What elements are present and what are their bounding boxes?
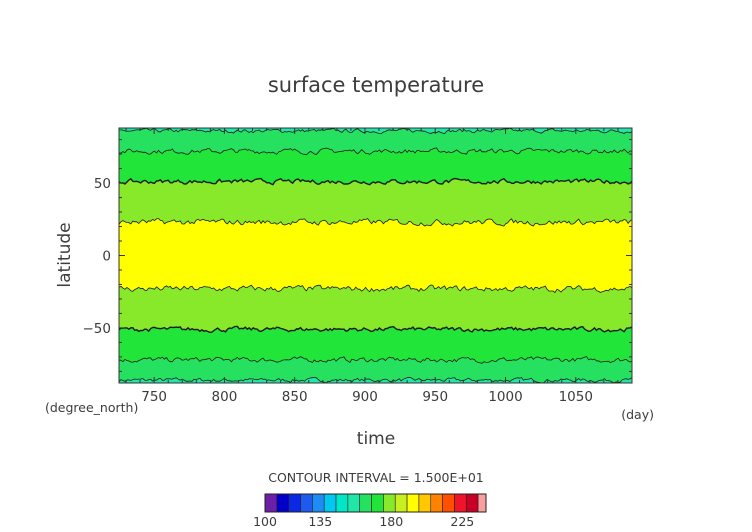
x-tick-label: 900: [352, 389, 378, 405]
colorbar-tick-labels: 100 135 180 225: [253, 514, 474, 529]
colorbar-swatch: [465, 493, 479, 513]
colorbar-swatch: [359, 493, 372, 513]
colorbar-swatch: [288, 493, 301, 513]
colorbar-swatch: [394, 493, 408, 513]
colorbar-tick-label: 225: [450, 514, 474, 529]
y-axis-ticks: −50 0 50: [83, 139, 632, 372]
colorbar-swatch: [406, 493, 420, 513]
x-tick-label: 1000: [488, 389, 522, 405]
colorbar-swatch: [442, 493, 455, 513]
x-tick-label: 950: [422, 389, 448, 405]
colorbar-swatch: [454, 493, 467, 513]
contour-210-south: [119, 284, 632, 294]
colorbar-swatch: [371, 493, 384, 513]
colorbar-tick-label: 180: [379, 514, 403, 529]
x-tick-label: 800: [212, 389, 238, 405]
colorbar: [264, 493, 487, 513]
colorbar-swatch: [276, 493, 289, 513]
contour-165-north: [119, 128, 632, 135]
plot-area: [118, 127, 633, 384]
y-tick-label: −50: [83, 321, 112, 337]
contour-lines: [119, 128, 632, 383]
x-tick-label: 750: [141, 389, 167, 405]
x-tick-label: 1050: [559, 389, 593, 405]
contour-180-north: [119, 147, 632, 156]
contour-interval-label: CONTOUR INTERVAL = 1.500E+01: [268, 470, 484, 485]
colorbar-swatch: [312, 493, 325, 513]
contour-fill-bands: [119, 128, 632, 383]
y-unit-label: (degree_north): [45, 400, 138, 415]
colorbar-swatch: [323, 493, 337, 513]
colorbar-swatch: [383, 493, 396, 513]
colorbar-swatch: [300, 493, 313, 513]
colorbar-swatch: [264, 493, 278, 513]
colorbar-swatch: [477, 493, 487, 513]
contour-210-north: [119, 218, 632, 227]
contour-180-south: [119, 356, 632, 364]
x-axis-ticks: 750 800 850 900 950 1000 1050: [125, 128, 633, 405]
colorbar-swatch: [418, 493, 432, 513]
contour-165-south: [119, 376, 632, 383]
y-tick-label: 50: [94, 176, 111, 192]
chart-title: surface temperature: [268, 73, 484, 97]
colorbar-swatch: [347, 493, 361, 513]
y-tick-label: 0: [102, 249, 111, 265]
x-axis-label: time: [357, 429, 395, 449]
x-tick-label: 850: [282, 389, 308, 405]
y-axis-label: latitude: [55, 222, 75, 287]
colorbar-frame: [264, 493, 487, 513]
colorbar-swatch: [430, 493, 443, 513]
colorbar-tick-label: 135: [308, 514, 332, 529]
contour-195-north: [119, 177, 632, 186]
colorbar-tick-label: 100: [253, 514, 277, 529]
x-unit-label: (day): [621, 407, 654, 422]
contour-195-south: [119, 325, 632, 334]
band-210: [119, 218, 632, 293]
colorbar-swatch: [335, 493, 349, 513]
